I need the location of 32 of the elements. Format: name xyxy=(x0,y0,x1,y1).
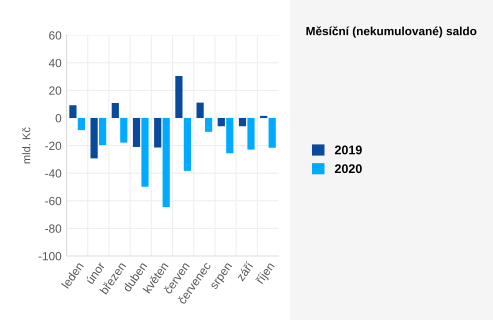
y-tick-label: -100 xyxy=(38,252,62,260)
bar xyxy=(141,118,149,187)
legend-label: 2020 xyxy=(334,164,362,174)
y-tick-label: 0 xyxy=(56,114,62,122)
bar xyxy=(268,118,276,148)
y-tick-label: 60 xyxy=(49,31,62,40)
legend-label: 2019 xyxy=(334,146,362,154)
bar xyxy=(90,118,98,158)
bar xyxy=(184,118,191,171)
y-tick-label: -40 xyxy=(45,169,62,178)
bar xyxy=(196,102,204,118)
y-tick-label: -20 xyxy=(45,142,62,150)
bar xyxy=(98,118,106,146)
bar xyxy=(204,118,212,132)
bar xyxy=(238,118,246,126)
bar xyxy=(154,118,162,148)
bar xyxy=(218,118,225,126)
bar xyxy=(78,118,85,130)
y-axis-title: mld. Kč xyxy=(22,127,30,164)
bar xyxy=(132,118,140,147)
bar xyxy=(120,118,128,143)
bar xyxy=(247,118,255,150)
y-tick-label: -60 xyxy=(45,196,62,206)
bar xyxy=(69,105,77,118)
bar xyxy=(226,118,234,154)
bar xyxy=(112,102,119,118)
y-tick-label: 40 xyxy=(48,58,62,68)
bar xyxy=(162,118,170,208)
y-tick-label: 20 xyxy=(49,86,62,95)
text: Měsíční (nekumulované) saldo xyxy=(306,26,476,38)
y-tick-label: -80 xyxy=(45,224,62,233)
bar xyxy=(175,76,183,118)
